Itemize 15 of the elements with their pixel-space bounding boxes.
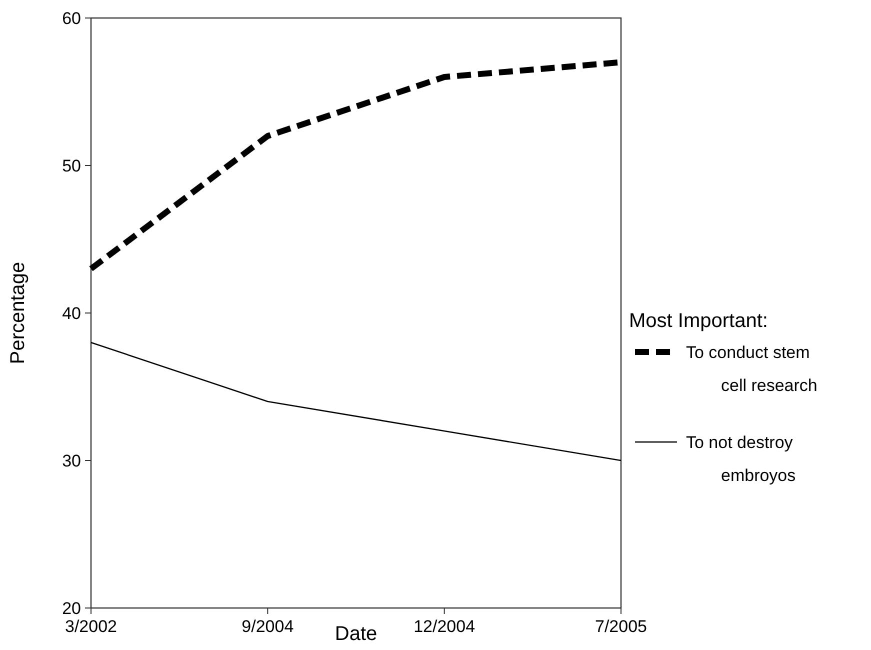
- x-tick-label: 9/2004: [242, 617, 294, 636]
- y-tick-label: 40: [62, 304, 81, 323]
- x-tick-label: 7/2005: [595, 617, 647, 636]
- y-tick-label: 20: [62, 599, 81, 618]
- y-tick-label: 60: [62, 9, 81, 28]
- line-series: [90, 342, 622, 462]
- x-tick-label: 12/2004: [414, 617, 476, 636]
- y-axis-title: Percentage: [7, 262, 29, 364]
- legend-label: To not destroy embroyos: [686, 433, 796, 485]
- legend-title: Most Important:: [629, 310, 768, 332]
- legend-label: To conduct stem cell research: [686, 343, 818, 395]
- y-tick-label: 50: [62, 156, 81, 176]
- x-axis-title: Date: [334, 623, 378, 645]
- y-tick-label: 30: [62, 452, 81, 470]
- x-tick-label: 3/2002: [65, 617, 117, 636]
